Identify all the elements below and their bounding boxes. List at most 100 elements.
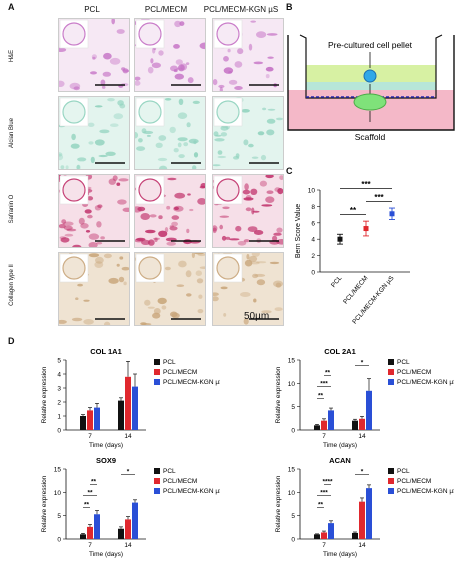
- bar: [80, 416, 86, 430]
- stained-cell: [223, 313, 227, 317]
- legend-swatch: [154, 468, 160, 474]
- stained-cell: [107, 98, 115, 102]
- stained-cell: [191, 253, 195, 259]
- stained-cell: [135, 76, 141, 81]
- stained-cell: [248, 143, 254, 148]
- y-tick-label: 5: [57, 513, 61, 520]
- bar: [328, 410, 334, 430]
- stained-cell: [73, 86, 80, 91]
- stained-cell: [248, 43, 253, 51]
- stained-cell: [101, 85, 106, 89]
- x-axis-label: Time (days): [89, 442, 123, 449]
- stained-cell: [88, 141, 94, 145]
- chart-title: ACAN: [329, 456, 351, 465]
- stained-cell: [157, 157, 168, 162]
- stained-cell: [179, 21, 185, 26]
- stained-cell: [118, 178, 129, 182]
- stained-cell: [221, 235, 227, 241]
- stained-cell: [77, 157, 87, 162]
- significance-label: *: [361, 360, 364, 367]
- legend-label: PCL/MECM-KGN µS: [163, 379, 220, 386]
- stained-cell: [256, 31, 267, 38]
- legend-swatch: [154, 379, 160, 385]
- legend-swatch: [388, 488, 394, 494]
- y-tick-label: 10: [288, 381, 296, 388]
- inset-pellet: [62, 256, 86, 280]
- histology-tile-0-2: [212, 18, 284, 92]
- bar: [321, 532, 327, 539]
- stained-cell: [84, 209, 92, 214]
- pellet-label: Pre-cultured cell pellet: [328, 40, 413, 50]
- y-tick-label: 4: [57, 372, 61, 379]
- y-tick-label: 10: [288, 490, 296, 497]
- y-tick-label: 8: [311, 204, 315, 211]
- y-tick-label: 15: [288, 358, 296, 365]
- y-tick-label: 15: [288, 467, 296, 474]
- x-tick-label: 7: [322, 542, 326, 549]
- stained-cell: [186, 228, 190, 234]
- column-header-pcl-mecm: PCL/MECM: [144, 5, 188, 14]
- stained-cell: [103, 52, 112, 60]
- y-tick-label: 6: [311, 220, 315, 227]
- stained-cell: [64, 233, 74, 237]
- panel-label-c: C: [286, 166, 293, 176]
- stained-cell: [111, 19, 115, 25]
- stained-cell: [194, 253, 204, 255]
- histology-tile-3-0: [58, 252, 130, 326]
- stained-cell: [71, 317, 83, 322]
- y-tick-label: 1: [57, 414, 61, 421]
- stained-cell: [243, 318, 249, 325]
- legend-swatch: [388, 359, 394, 365]
- legend-label: PCL/MECM: [163, 369, 197, 376]
- stained-cell: [275, 282, 282, 288]
- stained-cell: [192, 100, 200, 104]
- stained-cell: [116, 263, 120, 267]
- stained-cell: [265, 66, 274, 72]
- y-axis-label: Relative expression: [41, 475, 48, 532]
- stained-cell: [228, 71, 232, 74]
- histology-tile-0-1: [134, 18, 206, 92]
- stained-cell: [136, 146, 146, 151]
- chart-title: COL 1A1: [90, 347, 122, 356]
- y-tick-label: 15: [54, 467, 62, 474]
- stained-cell: [244, 183, 249, 191]
- stained-cell: [88, 242, 98, 247]
- stained-cell: [261, 310, 272, 314]
- stained-cell: [250, 261, 260, 265]
- histology-tile-3-1: [134, 252, 206, 326]
- legend-label: PCL/MECM: [397, 478, 431, 485]
- bar: [321, 420, 327, 430]
- bar: [328, 523, 334, 539]
- stained-cell: [266, 33, 278, 36]
- stained-cell: [173, 69, 178, 73]
- stained-cell: [177, 137, 188, 142]
- stained-cell: [195, 270, 202, 276]
- stained-cell: [76, 164, 80, 169]
- stained-cell: [119, 256, 124, 260]
- legend-label: PCL: [397, 468, 410, 475]
- stained-cell: [200, 183, 205, 188]
- stained-cell: [243, 197, 254, 201]
- stained-cell: [185, 62, 190, 65]
- well-outline: [287, 35, 455, 131]
- stained-cell: [273, 280, 283, 288]
- stained-cell: [265, 175, 274, 179]
- stained-cell: [144, 299, 151, 306]
- stained-cell: [187, 193, 191, 196]
- stained-cell: [143, 130, 154, 135]
- legend-label: PCL/MECM: [163, 478, 197, 485]
- stained-cell: [178, 154, 185, 159]
- stained-cell: [113, 113, 124, 120]
- stained-cell: [59, 153, 64, 161]
- stained-cell: [266, 118, 276, 124]
- stained-cell: [155, 142, 163, 148]
- y-axis-label: Bern Score Value: [295, 204, 302, 258]
- stained-cell: [217, 150, 223, 155]
- stained-cell: [266, 190, 274, 194]
- stained-cell: [150, 58, 154, 64]
- stained-cell: [109, 57, 121, 65]
- stained-cell: [217, 155, 227, 159]
- bar: [359, 501, 365, 539]
- stained-cell: [112, 175, 118, 181]
